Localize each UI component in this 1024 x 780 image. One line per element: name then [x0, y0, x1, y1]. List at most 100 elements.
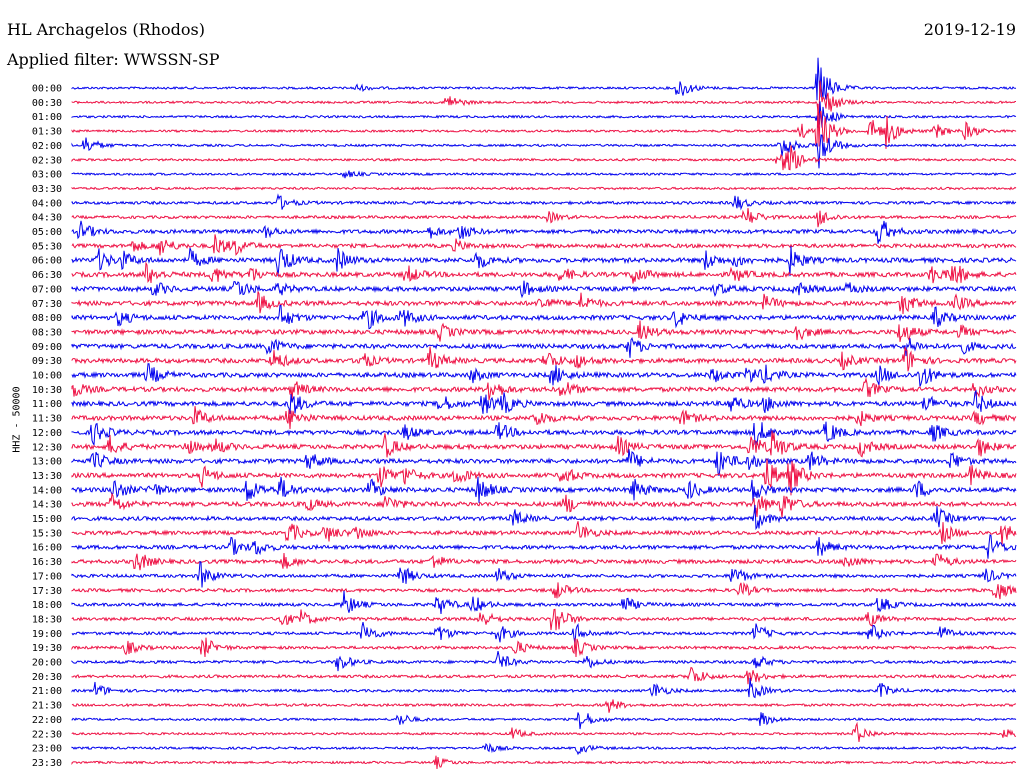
trace-label-0700: 07:00 [32, 284, 62, 295]
trace-0000 [71, 57, 1017, 101]
trace-1830 [71, 608, 1017, 631]
trace-2230 [71, 721, 1017, 743]
trace-1700 [71, 560, 1017, 588]
trace-label-1600: 16:00 [32, 543, 62, 554]
trace-label-0600: 06:00 [32, 256, 62, 267]
trace-1300 [71, 449, 1017, 476]
trace-1000 [71, 363, 1017, 387]
trace-label-0000: 00:00 [32, 84, 62, 95]
trace-label-1300: 13:00 [32, 457, 62, 468]
trace-0700 [71, 280, 1017, 299]
trace-0900 [71, 336, 1017, 358]
trace-label-0030: 00:30 [32, 98, 62, 109]
trace-label-0630: 06:30 [32, 270, 62, 281]
trace-label-0800: 08:00 [32, 313, 62, 324]
trace-1430 [71, 492, 1017, 518]
trace-label-0300: 03:00 [32, 170, 62, 181]
trace-1600 [71, 534, 1017, 559]
trace-1930 [71, 637, 1017, 658]
trace-label-1700: 17:00 [32, 571, 62, 582]
trace-1100 [71, 389, 1017, 414]
trace-2330 [71, 755, 1017, 769]
filter-label: Applied filter: WWSSN-SP [7, 50, 220, 69]
trace-2000 [71, 650, 1017, 672]
trace-2030 [71, 666, 1017, 685]
trace-1630 [71, 552, 1017, 571]
trace-label-1200: 12:00 [32, 428, 62, 439]
trace-label-1400: 14:00 [32, 485, 62, 496]
trace-1130 [71, 406, 1017, 430]
trace-label-1530: 15:30 [32, 528, 62, 539]
trace-0800 [71, 304, 1017, 330]
trace-label-1800: 18:00 [32, 600, 62, 611]
trace-label-2300: 23:00 [32, 744, 62, 755]
trace-1200 [71, 421, 1017, 447]
trace-label-0230: 02:30 [32, 155, 62, 166]
trace-label-0730: 07:30 [32, 299, 62, 310]
trace-0430 [71, 207, 1017, 228]
trace-0100 [71, 101, 1017, 128]
trace-label-1230: 12:30 [32, 442, 62, 453]
trace-label-1830: 18:30 [32, 614, 62, 625]
trace-label-0500: 05:00 [32, 227, 62, 238]
trace-0830 [71, 320, 1017, 342]
trace-0300 [71, 170, 1017, 179]
trace-0930 [71, 346, 1017, 372]
trace-1230 [71, 430, 1017, 458]
trace-0600 [71, 246, 1017, 277]
trace-label-2200: 22:00 [32, 715, 62, 726]
trace-1530 [71, 521, 1017, 547]
trace-label-1900: 19:00 [32, 629, 62, 640]
trace-label-1930: 19:30 [32, 643, 62, 654]
trace-label-1030: 10:30 [32, 385, 62, 396]
trace-1800 [71, 590, 1017, 614]
trace-label-1100: 11:00 [32, 399, 62, 410]
trace-0400 [71, 193, 1017, 211]
trace-0130 [71, 103, 1017, 149]
trace-label-0400: 04:00 [32, 198, 62, 209]
trace-2200 [71, 712, 1017, 730]
trace-1500 [71, 504, 1017, 531]
trace-label-0130: 01:30 [32, 127, 62, 138]
trace-label-2000: 20:00 [32, 658, 62, 669]
trace-label-0930: 09:30 [32, 356, 62, 367]
trace-label-0530: 05:30 [32, 241, 62, 252]
trace-label-1430: 14:30 [32, 500, 62, 511]
trace-2100 [71, 677, 1017, 699]
trace-label-0430: 04:30 [32, 213, 62, 224]
trace-1030 [71, 377, 1017, 401]
trace-label-2030: 20:30 [32, 672, 62, 683]
trace-2130 [71, 699, 1017, 713]
trace-label-2130: 21:30 [32, 701, 62, 712]
trace-label-0100: 01:00 [32, 112, 62, 123]
trace-1730 [71, 581, 1017, 600]
date-label: 2019-12-19 [923, 20, 1016, 39]
trace-label-1330: 13:30 [32, 471, 62, 482]
trace-label-0900: 09:00 [32, 342, 62, 353]
trace-label-0330: 03:30 [32, 184, 62, 195]
trace-1900 [71, 621, 1017, 644]
trace-label-0830: 08:30 [32, 327, 62, 338]
trace-label-1630: 16:30 [32, 557, 62, 568]
trace-label-2330: 23:30 [32, 758, 62, 769]
trace-label-1500: 15:00 [32, 514, 62, 525]
trace-0500 [71, 220, 1017, 244]
trace-label-2230: 22:30 [32, 729, 62, 740]
trace-0200 [71, 134, 1017, 169]
trace-label-0200: 02:00 [32, 141, 62, 152]
trace-0230 [71, 145, 1017, 171]
trace-0630 [71, 261, 1017, 284]
trace-0030 [71, 80, 1016, 116]
trace-0530 [71, 234, 1017, 256]
traces-group [71, 57, 1017, 769]
tick-labels-group: 00:00 00:30 01:00 01:30 02:00 02:30 03:00 03:30… [32, 84, 62, 769]
trace-label-2100: 21:00 [32, 686, 62, 697]
station-title: HL Archagelos (Rhodos) [7, 20, 205, 39]
trace-label-1130: 11:30 [32, 414, 62, 425]
trace-2300 [71, 742, 1017, 756]
trace-1400 [71, 476, 1017, 503]
trace-label-1730: 17:30 [32, 586, 62, 597]
trace-label-1000: 10:00 [32, 371, 62, 382]
trace-0330 [71, 186, 1017, 191]
